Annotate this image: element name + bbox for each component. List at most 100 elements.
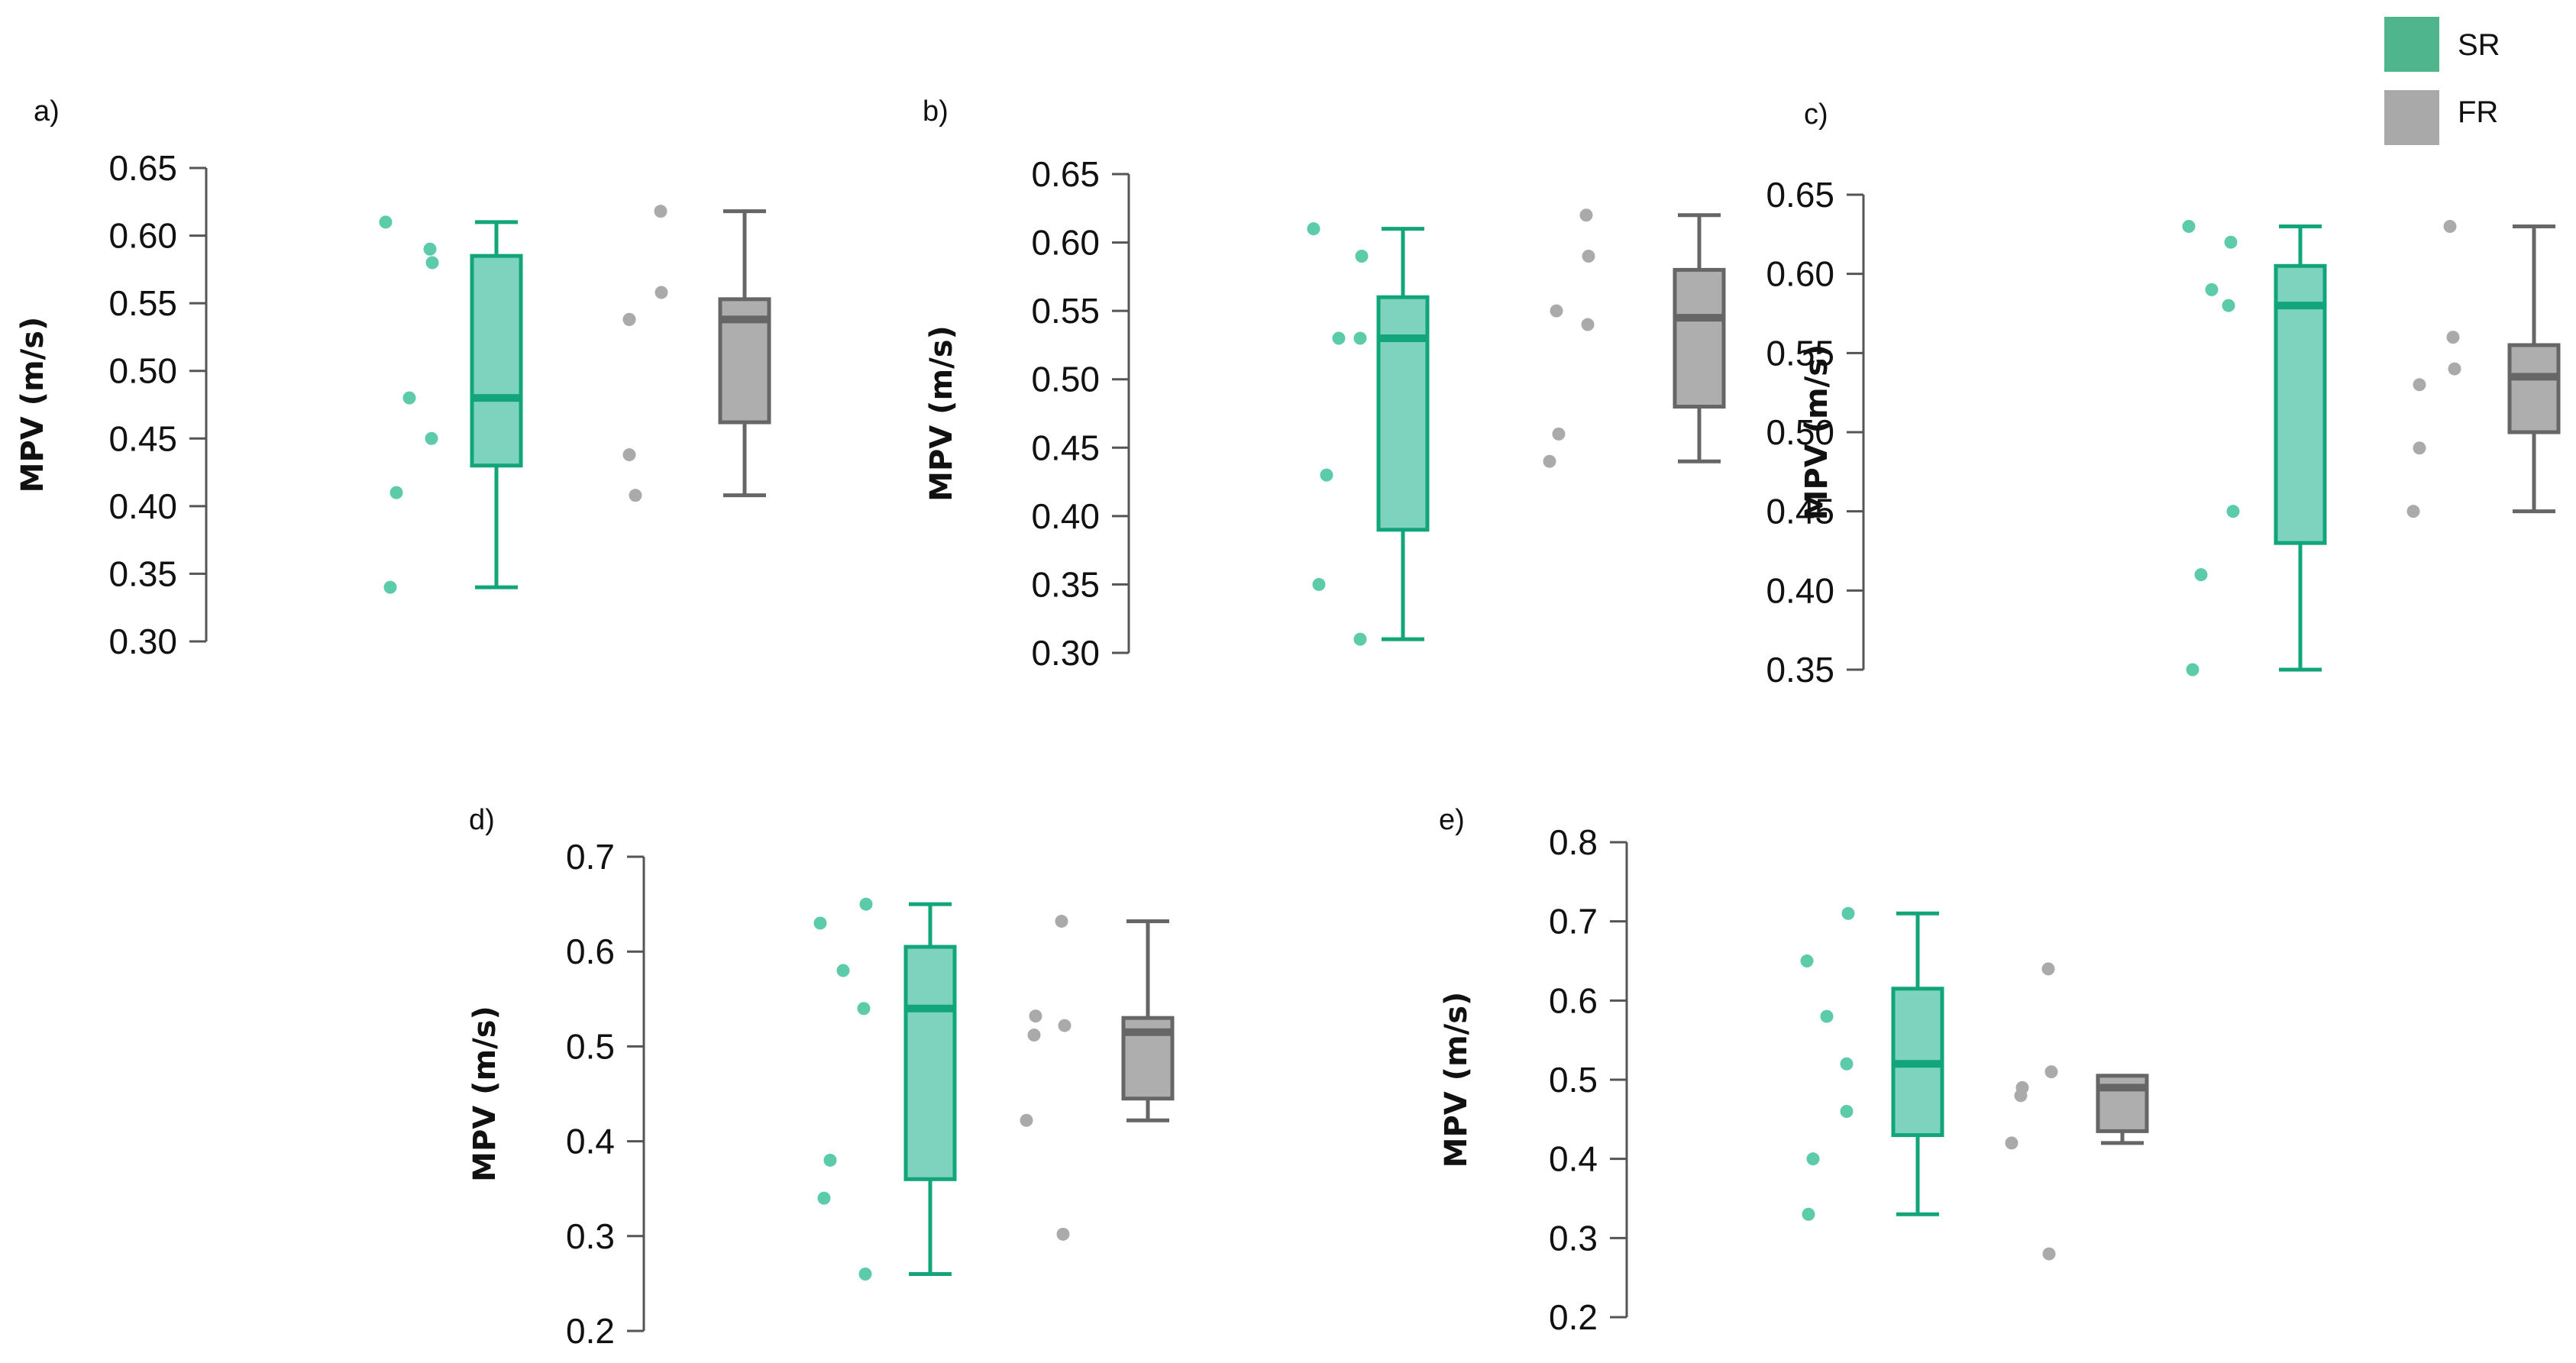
- sr-data-point: [2186, 663, 2199, 677]
- sr-data-point: [2222, 299, 2235, 312]
- fr-box: [1673, 267, 1726, 409]
- y-axis-title: MPV (m/s): [924, 325, 959, 502]
- sr-data-point: [813, 916, 827, 930]
- fr-data-point: [2042, 1247, 2056, 1261]
- y-tick-label: 0.55: [1031, 291, 1100, 331]
- sr-data-point: [425, 431, 438, 445]
- sr-data-point: [402, 391, 416, 405]
- sr-data-point: [1353, 632, 1367, 646]
- y-tick-label: 0.65: [108, 148, 177, 188]
- sr-data-point: [1841, 906, 1855, 920]
- panel-label: a): [34, 95, 60, 128]
- y-tick-label: 0.40: [108, 486, 177, 526]
- y-tick-label: 0.55: [108, 283, 177, 323]
- sr-data-point: [379, 215, 393, 229]
- sr-box: [470, 254, 523, 468]
- y-tick-label: 0.55: [1766, 333, 1834, 373]
- fr-data-point: [1550, 304, 1563, 318]
- y-axis-title: MPV (m/s): [15, 317, 50, 493]
- y-tick-label: 0.45: [1766, 492, 1834, 531]
- sr-data-point: [2205, 283, 2219, 296]
- fr-data-point: [2443, 219, 2457, 233]
- panel-label: c): [1804, 99, 1828, 131]
- legend-label-sr: SR: [2458, 28, 2500, 62]
- sr-data-point: [1806, 1152, 1820, 1166]
- y-tick-label: 0.6: [566, 932, 615, 971]
- sr-data-point: [423, 242, 437, 256]
- sr-data-point: [1802, 1207, 1815, 1221]
- fr-data-point: [2014, 1089, 2028, 1103]
- sr-data-point: [2194, 568, 2208, 582]
- panel-c: c) 0.35 0.40 0.45 0.50 0.55 0.60 0.65 MPV (m/s): [1766, 99, 2561, 690]
- sr-data-point: [836, 964, 850, 977]
- y-tick-label: 0.6: [1549, 980, 1598, 1020]
- fr-data-point: [622, 448, 636, 462]
- y-tick-label: 0.5: [566, 1026, 615, 1066]
- sr-data-point: [817, 1191, 831, 1205]
- y-tick-label: 0.2: [566, 1311, 615, 1351]
- y-tick-label: 0.3: [566, 1216, 615, 1256]
- y-tick-label: 0.30: [1031, 633, 1100, 673]
- y-axis-title: MPV (m/s): [467, 1006, 503, 1182]
- sr-data-point: [1332, 331, 1346, 345]
- fr-data-point: [1020, 1113, 1033, 1127]
- y-tick-label: 0.45: [1031, 428, 1100, 467]
- fr-data-point: [1029, 1009, 1042, 1023]
- y-tick-label: 0.50: [1766, 412, 1834, 452]
- fr-box: [2507, 343, 2561, 434]
- panel-a: a) 0.30 0.35 0.40 0.45 0.50 0.55 0.60 0.65 MPV (m…: [15, 95, 771, 661]
- y-tick-label: 0.40: [1766, 570, 1834, 610]
- sr-box: [1376, 295, 1430, 532]
- sr-data-point: [389, 486, 403, 499]
- fr-data-point: [655, 286, 668, 299]
- panel-e: e) 0.2 0.3 0.4 0.5 0.6 0.7 0.8 MPV (m/s): [1439, 804, 2149, 1337]
- y-tick-label: 0.2: [1549, 1297, 1598, 1337]
- y-tick-label: 0.30: [108, 622, 177, 661]
- sr-data-point: [1840, 1104, 1854, 1118]
- y-tick-label: 0.35: [108, 554, 177, 593]
- fr-data-point: [2406, 505, 2420, 518]
- sr-data-point: [2182, 219, 2196, 233]
- fr-data-point: [1581, 318, 1595, 331]
- legend-swatch-fr: [2384, 90, 2439, 145]
- sr-data-point: [858, 1267, 872, 1281]
- y-tick-label: 0.3: [1549, 1218, 1598, 1258]
- fr-data-point: [1582, 249, 1595, 263]
- sr-data-point: [1355, 249, 1369, 263]
- sr-data-point: [1320, 468, 1333, 482]
- y-tick-label: 0.40: [1031, 496, 1100, 536]
- fr-data-point: [2044, 1065, 2058, 1079]
- y-axis-title: MPV (m/s): [1799, 344, 1834, 521]
- panel-b: b) 0.30 0.35 0.40 0.45 0.50 0.55 0.60 0.65 MPV (m…: [923, 95, 1726, 673]
- legend-label-fr: FR: [2458, 95, 2498, 129]
- y-tick-label: 0.65: [1766, 175, 1834, 215]
- sr-data-point: [859, 897, 873, 911]
- legend-swatch-sr: [2384, 17, 2439, 72]
- sr-data-point: [1307, 222, 1320, 236]
- sr-data-point: [857, 1002, 871, 1016]
- fr-data-point: [2448, 362, 2461, 376]
- fr-data-point: [1027, 1028, 1041, 1042]
- y-tick-label: 0.45: [108, 418, 177, 458]
- y-tick-label: 0.65: [1031, 154, 1100, 194]
- y-tick-label: 0.60: [1031, 223, 1100, 263]
- y-tick-label: 0.35: [1766, 650, 1834, 690]
- sr-data-point: [823, 1153, 837, 1167]
- panel-d: d) 0.2 0.3 0.4 0.5 0.6 0.7 MPV (m/s): [467, 804, 1175, 1351]
- y-tick-label: 0.7: [1549, 902, 1598, 942]
- y-axis-title: MPV (m/s): [1439, 992, 1474, 1168]
- panel-label: d): [469, 804, 495, 836]
- fr-data-point: [1056, 1227, 1070, 1241]
- fr-data-point: [1058, 1019, 1071, 1032]
- sr-data-point: [2224, 235, 2238, 249]
- fr-data-point: [629, 489, 642, 502]
- sr-data-point: [1840, 1057, 1854, 1071]
- y-tick-label: 0.4: [566, 1122, 615, 1161]
- fr-data-point: [1552, 427, 1566, 441]
- sr-box: [2274, 263, 2327, 545]
- fr-data-point: [2005, 1136, 2018, 1150]
- fr-data-point: [1055, 914, 1068, 928]
- fr-data-point: [1543, 454, 1556, 468]
- fr-data-point: [2413, 441, 2426, 455]
